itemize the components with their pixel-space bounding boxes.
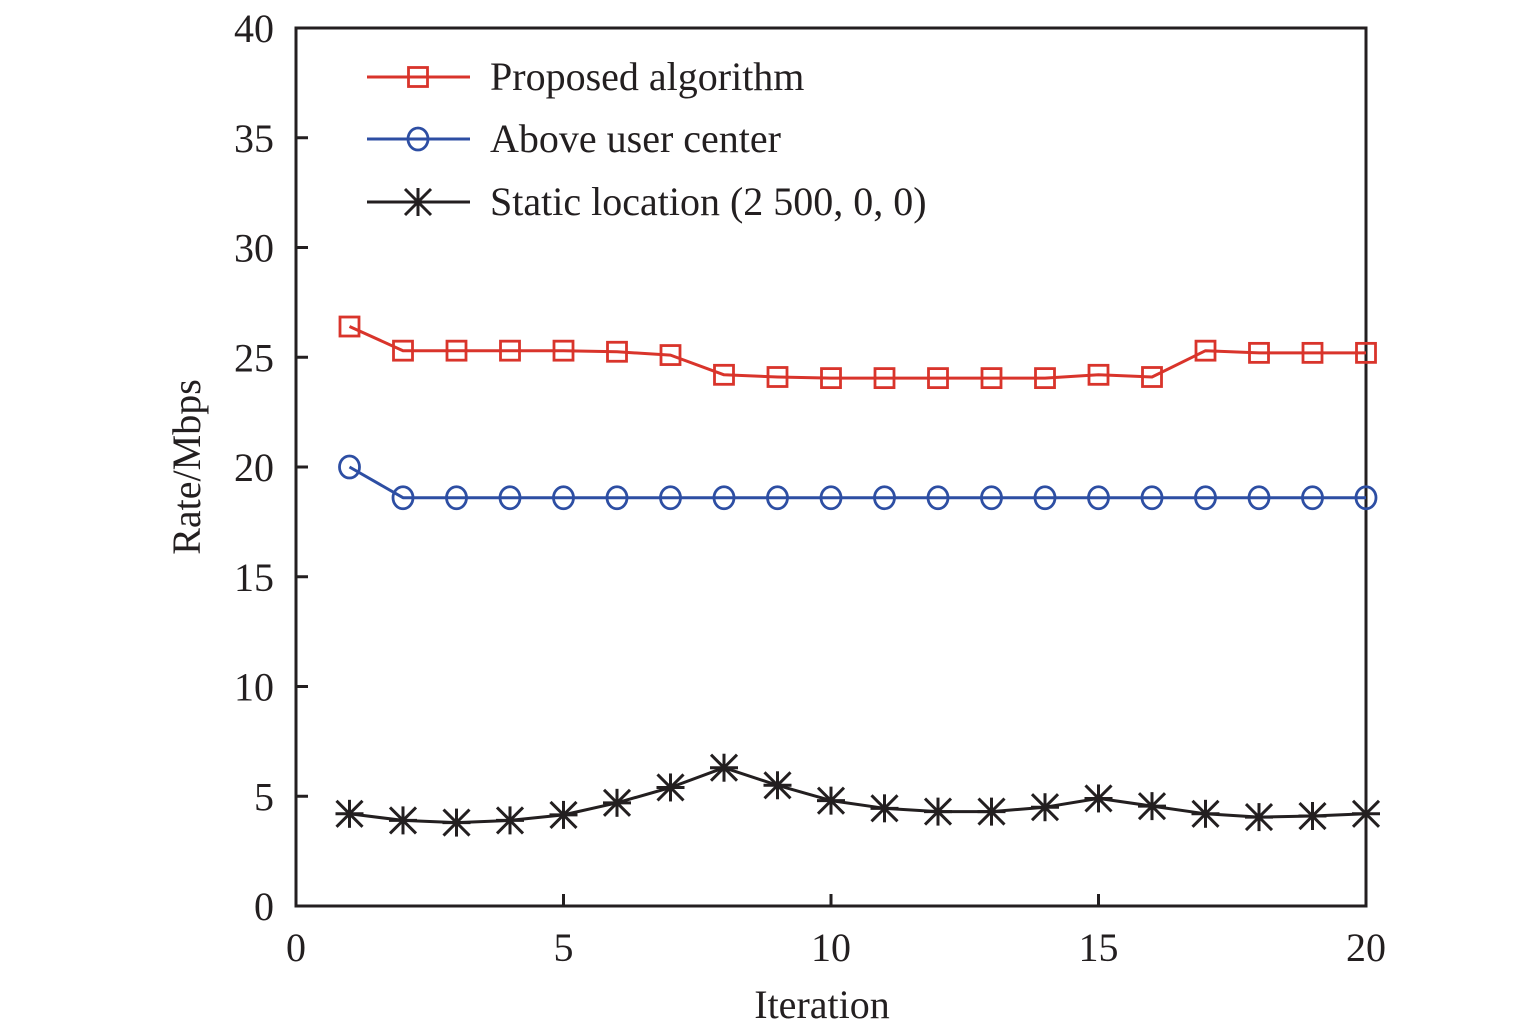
data-point <box>659 344 682 366</box>
data-point <box>816 786 846 815</box>
data-point <box>1084 784 1113 813</box>
data-point <box>338 454 361 480</box>
data-point <box>820 367 842 390</box>
data-point <box>870 794 899 823</box>
data-point <box>873 485 896 511</box>
x-tick-label: 15 <box>1079 925 1119 970</box>
data-point <box>391 485 415 511</box>
y-tick-label: 10 <box>234 665 274 710</box>
data-point <box>499 339 521 362</box>
data-point <box>1140 485 1164 511</box>
data-point <box>1194 485 1217 511</box>
data-point <box>926 485 950 511</box>
plot-frame <box>294 26 1368 908</box>
data-point <box>1301 485 1324 511</box>
x-tick-label: 5 <box>554 925 574 970</box>
data-point <box>712 485 736 511</box>
data-point <box>552 485 575 511</box>
data-point <box>1141 366 1163 388</box>
data-point <box>445 339 468 362</box>
data-point <box>1248 341 1270 364</box>
data-point <box>1351 799 1381 828</box>
data-point <box>1247 485 1271 511</box>
data-point <box>1034 367 1056 390</box>
legend-label: Proposed algorithm <box>490 54 804 99</box>
legend-item: Above user center <box>367 116 781 161</box>
data-point <box>442 808 471 837</box>
x-tick-label: 20 <box>1346 925 1386 970</box>
data-point <box>606 340 628 363</box>
data-point <box>659 485 682 511</box>
legend-marker <box>403 187 433 217</box>
data-point <box>656 773 685 802</box>
data-point <box>1087 485 1110 511</box>
axes: 0 5 10 15 20 25 30 35 40 0 5 10 15 20 <box>234 6 1386 970</box>
data-point <box>980 485 1003 511</box>
data-point <box>552 339 575 362</box>
legend-item: Static location (2 500, 0, 0) <box>367 179 927 224</box>
y-tick-label: 5 <box>254 774 274 819</box>
data-point <box>605 485 629 511</box>
data-point <box>392 339 414 362</box>
x-tick-label: 0 <box>286 925 306 970</box>
series-group <box>335 315 1381 837</box>
legend-marker <box>406 126 430 152</box>
data-point <box>1301 341 1324 364</box>
y-tick-label: 20 <box>234 445 274 490</box>
series-static-location-2-500-0-0 <box>335 753 1381 837</box>
data-point <box>923 797 953 826</box>
legend-item: Proposed algorithm <box>367 54 804 99</box>
data-point <box>1087 363 1110 386</box>
data-point <box>445 485 468 511</box>
data-point <box>766 366 789 388</box>
legend-label: Above user center <box>490 116 781 161</box>
y-tick-label: 30 <box>234 226 274 271</box>
x-axis-label: Iteration <box>754 982 890 1027</box>
data-point <box>713 363 735 386</box>
data-point <box>763 771 792 800</box>
series-above-user-center <box>338 454 1378 511</box>
data-point <box>1355 341 1377 364</box>
y-axis-label: Rate/Mbps <box>164 379 209 555</box>
data-point <box>927 367 949 390</box>
series-proposed-algorithm <box>338 315 1377 390</box>
data-point <box>1354 485 1378 511</box>
y-tick-label: 35 <box>234 116 274 161</box>
data-point <box>1030 793 1060 822</box>
y-tick-label: 40 <box>234 6 274 51</box>
data-point <box>977 797 1006 826</box>
data-point <box>1137 792 1167 821</box>
data-point <box>1033 485 1057 511</box>
data-point <box>709 753 739 782</box>
data-point <box>1244 803 1274 832</box>
data-point <box>388 806 418 835</box>
y-tick-label: 25 <box>234 335 274 380</box>
data-point <box>1194 339 1217 362</box>
data-point <box>1298 801 1327 831</box>
y-tick-label: 15 <box>234 555 274 600</box>
data-point <box>980 367 1003 390</box>
data-point <box>819 485 843 511</box>
data-point <box>495 806 525 835</box>
data-point <box>873 367 896 390</box>
data-point <box>498 485 522 511</box>
data-point <box>549 800 578 829</box>
legend: Proposed algorithm Above user center Stati… <box>367 54 927 224</box>
legend-label: Static location (2 500, 0, 0) <box>490 179 927 224</box>
x-tick-label: 10 <box>811 925 851 970</box>
data-point <box>602 788 632 817</box>
data-point <box>338 315 361 338</box>
data-point <box>1191 799 1220 828</box>
y-tick-label: 0 <box>254 884 274 929</box>
data-point <box>335 799 364 828</box>
data-point <box>766 485 789 511</box>
legend-marker <box>407 66 429 88</box>
